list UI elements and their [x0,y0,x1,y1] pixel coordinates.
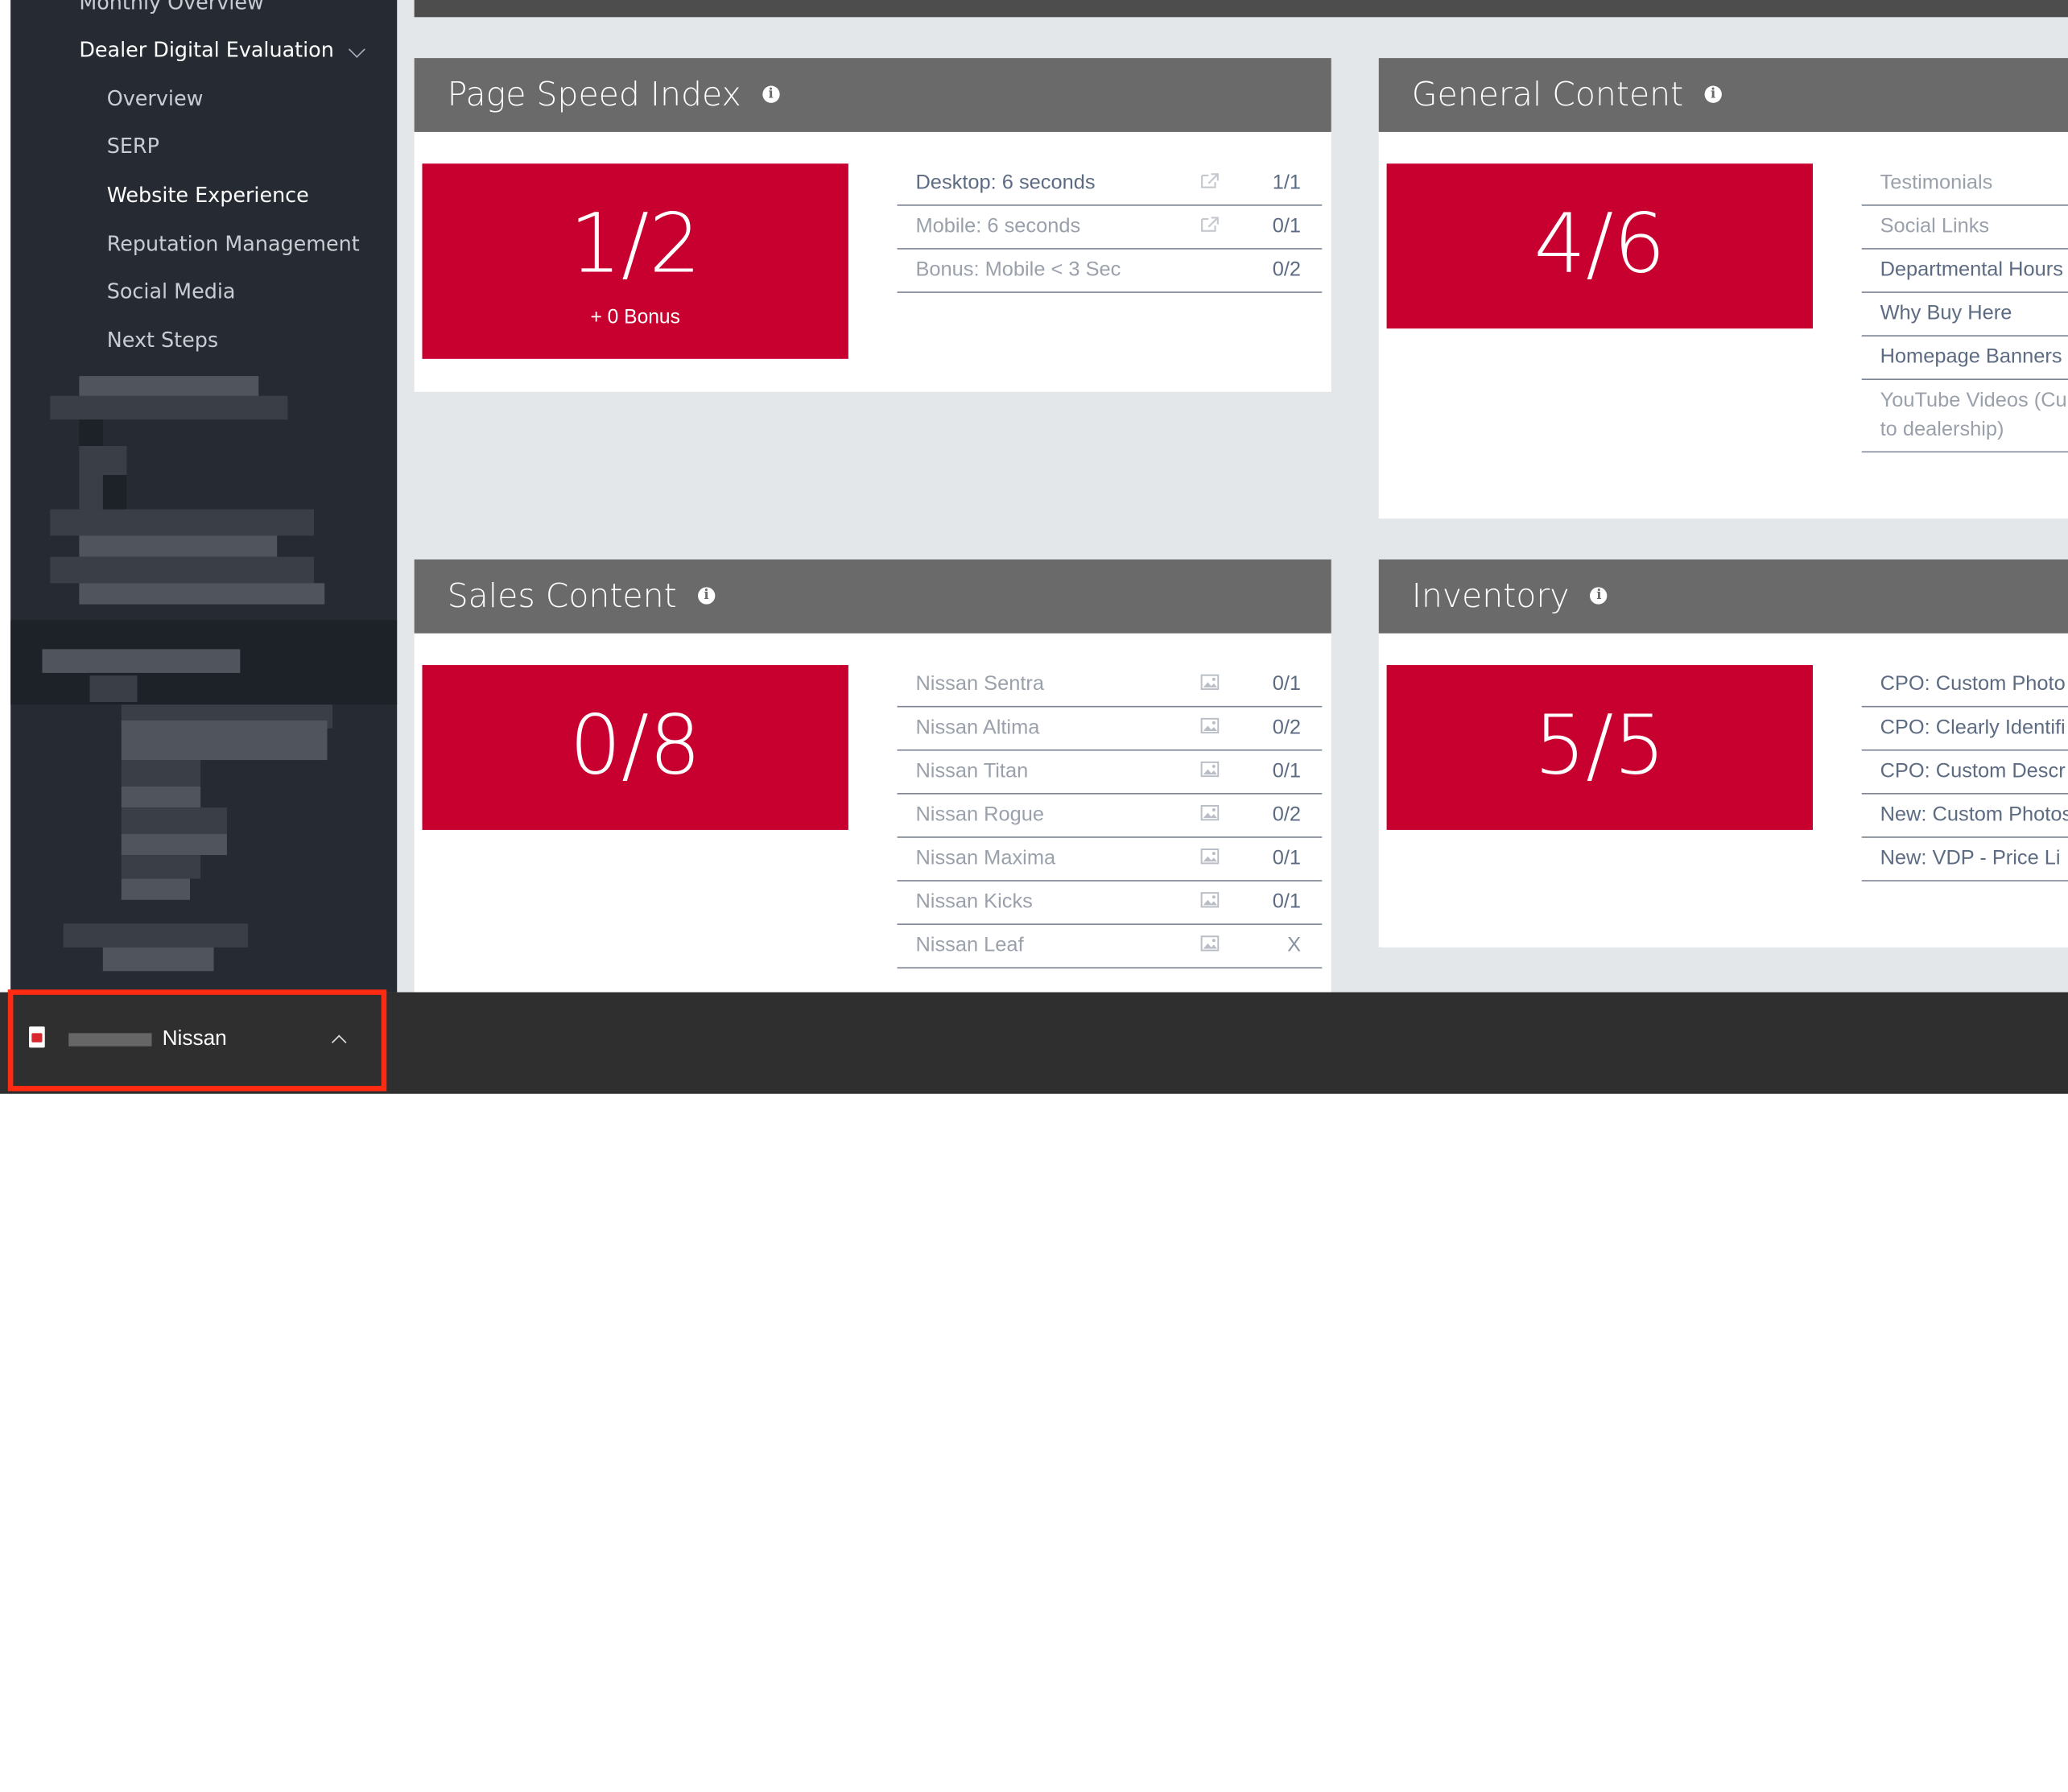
card-header: Page Speed Index i [414,58,1331,132]
list-item: YouTube Videos (Cu to dealership) [1861,380,2068,453]
info-icon[interactable]: i [762,85,780,103]
card-sales-content: Sales Content i 0/8 Nissan Sentra 0/1 Niss… [414,559,1331,993]
card-title: Inventory [1411,576,1570,615]
card-header: Sales Content i [414,559,1331,634]
sidebar-item-reputation-management[interactable]: Reputation Management [106,232,360,256]
list-item: Testimonials [1861,163,2068,206]
score-box: 1/2 + 0 Bonus [422,163,848,359]
chevron-up-icon[interactable] [331,1034,347,1051]
image-icon[interactable] [1200,935,1220,952]
score-list: Testimonials Social Links Departmental H… [1861,163,2068,453]
sidebar-item-dealer-digital-evaluation[interactable]: Dealer Digital Evaluation [79,38,334,63]
sidebar: Monthly Overview Dealer Digital Evaluati… [10,0,398,993]
score-value: 0/8 [569,696,701,794]
list-item: Mobile: 6 seconds 0/1 [897,206,1323,250]
score-value: 4/6 [1533,195,1666,292]
list-item: Social Links [1861,206,2068,250]
score-list: Nissan Sentra 0/1 Nissan Altima 0/2 Nissan… [897,663,1323,969]
score-box: 0/8 [422,665,848,830]
sidebar-item-serp[interactable]: SERP [106,134,159,159]
list-item: Desktop: 6 seconds 1/1 [897,163,1323,206]
redacted-text [68,1033,152,1047]
card-title: General Content [1411,75,1684,114]
list-item: CPO: Custom Descr [1861,751,2068,795]
list-item: New: Custom Photos [1861,795,2068,838]
external-link-icon[interactable] [1200,217,1219,233]
list-item: Homepage Banners [1861,337,2068,381]
card-title: Page Speed Index [447,75,741,114]
list-item: Departmental Hours [1861,250,2068,293]
card-title: Sales Content [447,576,677,615]
list-item: Nissan Kicks 0/1 [897,882,1323,925]
image-icon[interactable] [1200,849,1220,865]
list-item: Nissan Rogue 0/2 [897,795,1323,838]
info-icon[interactable]: i [697,586,716,604]
top-card-edge [414,0,2068,18]
score-box: 5/5 [1386,665,1813,830]
sidebar-item-social-media[interactable]: Social Media [106,279,236,303]
image-icon[interactable] [1200,717,1220,734]
sidebar-item-overview[interactable]: Overview [106,87,204,111]
sidebar-item-monthly-overview[interactable]: Monthly Overview [79,0,264,15]
main-content: Page Speed Index i 1/2 + 0 Bonus Desktop:… [397,0,2068,993]
score-box: 4/6 [1386,163,1813,329]
list-item: New: VDP - Price Li [1861,838,2068,882]
list-item: Nissan Sentra 0/1 [897,663,1323,708]
info-icon[interactable]: i [1704,85,1722,103]
list-item: Why Buy Here [1861,293,2068,337]
chevron-down-icon[interactable] [348,41,365,58]
pdf-file-icon [29,1026,45,1048]
image-icon[interactable] [1200,674,1220,691]
image-icon[interactable] [1200,804,1220,821]
card-general-content: General Content i 4/6 Testimonials Social… [1378,58,2068,519]
score-list: Desktop: 6 seconds 1/1 Mobile: 6 seconds… [897,163,1323,293]
download-item-label: Nissan [162,1027,227,1051]
list-item: Nissan Titan 0/1 [897,751,1323,795]
list-item: Nissan Altima 0/2 [897,708,1323,751]
list-item: Nissan Maxima 0/1 [897,838,1323,882]
score-list: CPO: Custom Photo CPO: Clearly Identifi … [1861,663,2068,882]
card-header: Inventory i [1378,559,2068,634]
image-icon[interactable] [1200,892,1220,908]
image-icon[interactable] [1200,761,1220,778]
sidebar-item-website-experience[interactable]: Website Experience [106,183,309,208]
download-item[interactable]: Nissan [7,989,387,1092]
card-header: General Content i [1378,58,2068,132]
list-item: CPO: Custom Photo [1861,663,2068,708]
list-item: CPO: Clearly Identifi [1861,708,2068,751]
external-link-icon[interactable] [1200,173,1219,189]
sidebar-item-next-steps[interactable]: Next Steps [106,328,219,353]
card-page-speed: Page Speed Index i 1/2 + 0 Bonus Desktop:… [414,58,1331,392]
bonus-text: + 0 Bonus [590,306,680,329]
list-item: Nissan Leaf X [897,925,1323,969]
card-inventory: Inventory i 5/5 CPO: Custom Photo CPO: Cl… [1378,559,2068,948]
info-icon[interactable]: i [1590,586,1608,604]
score-value: 5/5 [1533,696,1666,794]
score-value: 1/2 [569,195,701,292]
list-item: Bonus: Mobile < 3 Sec 0/2 [897,250,1323,293]
